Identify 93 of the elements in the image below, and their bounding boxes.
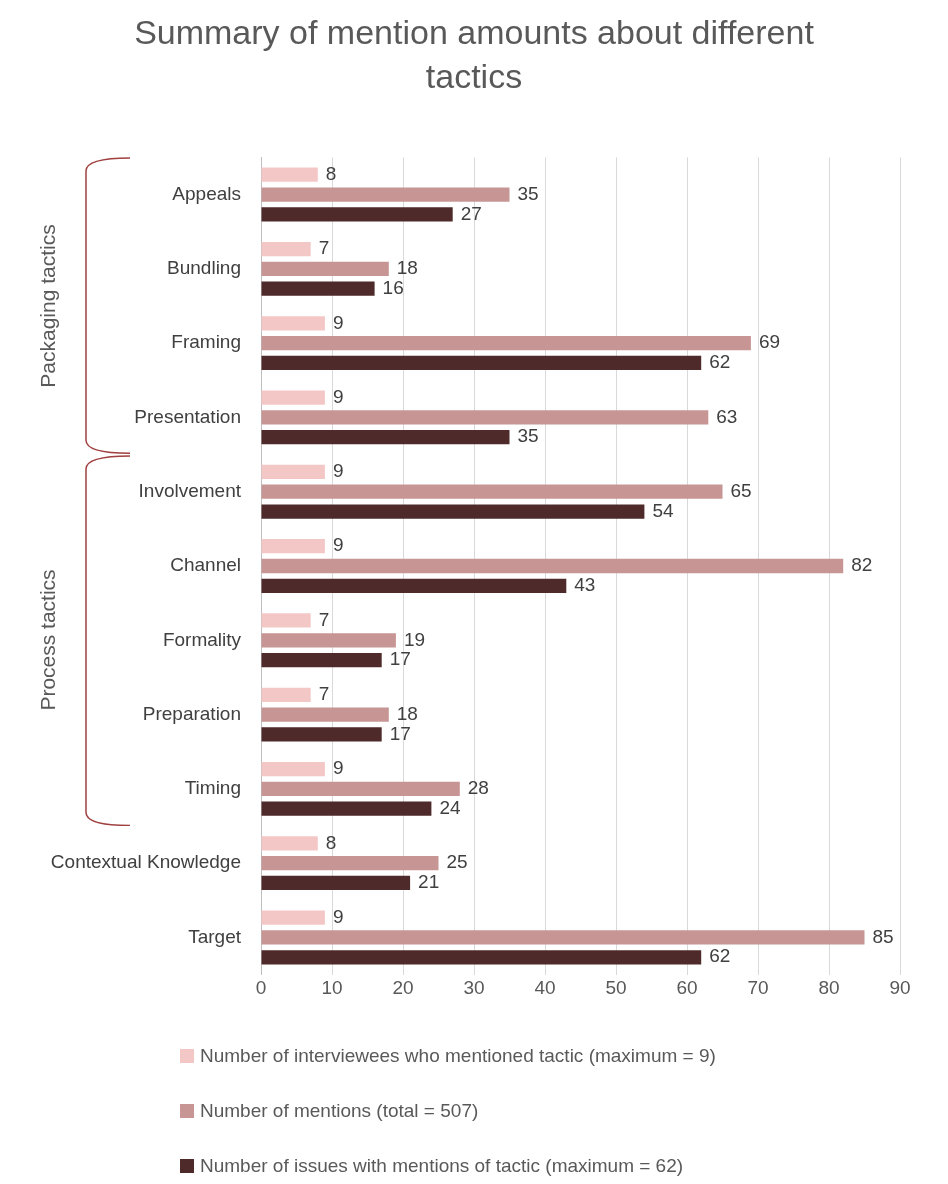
bar: [261, 578, 567, 593]
x-tick-label: 20: [392, 977, 414, 999]
bar: [261, 539, 325, 554]
bar: [261, 950, 702, 965]
data-label: 17: [389, 722, 411, 744]
bar: [261, 558, 844, 574]
bar: [261, 727, 382, 742]
data-label: 82: [851, 554, 873, 576]
bar: [261, 801, 432, 816]
data-label: 62: [709, 945, 731, 967]
data-label: 27: [460, 202, 482, 224]
x-tick-label: 50: [605, 977, 627, 999]
y-tick-label: Preparation: [142, 702, 241, 724]
legend-label: Number of mentions (total = 507): [200, 1099, 479, 1122]
legend-label: Number of interviewees who mentioned tactic (maximum = 9): [200, 1044, 716, 1067]
bar: [261, 316, 325, 331]
data-label: 9: [332, 385, 344, 407]
x-tick-label: 10: [321, 977, 343, 999]
data-label: 35: [517, 182, 539, 204]
y-tick-label: Framing: [171, 331, 241, 353]
bar: [261, 390, 325, 405]
x-tick-label: 40: [534, 977, 556, 999]
x-tick-label: 0: [255, 977, 267, 999]
data-label: 21: [418, 871, 440, 893]
bar: [261, 241, 311, 257]
y-tick-label: Formality: [162, 628, 242, 650]
data-label: 9: [332, 757, 344, 779]
data-label: 8: [325, 162, 337, 184]
data-label: 24: [439, 796, 461, 818]
bar: [261, 430, 510, 445]
data-label: 62: [709, 351, 731, 373]
bar: [261, 187, 510, 202]
bar: [261, 410, 709, 425]
y-tick-label: Channel: [170, 554, 241, 576]
bar: [261, 167, 318, 182]
text: Packaging tactics: [36, 224, 60, 388]
bar: [261, 613, 311, 628]
bar: [261, 207, 453, 222]
data-label: 63: [716, 405, 738, 427]
data-label: 28: [467, 777, 489, 799]
data-label: 43: [574, 574, 596, 596]
data-label: 7: [318, 683, 330, 705]
bar: [261, 930, 865, 945]
data-label: 7: [318, 237, 330, 259]
bar: [261, 910, 325, 925]
data-label: 54: [652, 499, 674, 521]
x-tick-label: 90: [889, 977, 911, 999]
data-label: 69: [758, 331, 781, 353]
y-tick-label: Involvement: [138, 479, 242, 501]
data-label: 19: [403, 628, 426, 650]
data-label: 25: [446, 851, 468, 873]
data-label: 9: [332, 534, 344, 556]
bar: [261, 633, 396, 648]
y-tick-label: Target: [188, 925, 242, 947]
data-label: 9: [332, 905, 344, 927]
data-label: 9: [332, 460, 344, 482]
y-tick-label: Timing: [184, 777, 241, 799]
bar: [261, 687, 311, 702]
bar: [261, 781, 460, 797]
bar: [261, 355, 702, 371]
bar: [261, 336, 751, 351]
bar: [261, 484, 723, 499]
y-tick-label: Appeals: [172, 182, 241, 204]
text: Process tactics: [36, 569, 60, 711]
bar: [261, 504, 645, 519]
data-label: 8: [325, 831, 337, 853]
legend-label: Number of issues with mentions of tactic (maximum = 62): [200, 1154, 684, 1177]
bar: [261, 261, 389, 276]
bar: [261, 281, 375, 296]
y-tick-label: Presentation: [134, 405, 241, 427]
y-tick-label: Bundling: [167, 257, 241, 279]
bar: [261, 761, 325, 777]
bar: [261, 707, 389, 722]
data-label: 18: [396, 257, 418, 279]
y-tick-label: Contextual Knowledge: [50, 851, 241, 873]
bar: [261, 652, 382, 668]
data-label: 16: [382, 276, 404, 298]
data-label: 17: [389, 648, 411, 670]
chart-title: Summary of mention amounts about different tactics: [133, 12, 815, 97]
x-tick-label: 60: [676, 977, 698, 999]
x-tick-label: 30: [463, 977, 485, 999]
bar: [261, 464, 325, 480]
x-tick-label: 70: [747, 977, 769, 999]
bar: [261, 875, 411, 891]
data-label: 18: [396, 702, 418, 724]
bar: [261, 856, 439, 871]
data-label: 9: [332, 311, 344, 333]
bar: [261, 836, 318, 851]
x-tick-label: 80: [818, 977, 840, 999]
data-label: 85: [872, 925, 894, 947]
data-label: 35: [517, 425, 539, 447]
data-label: 7: [318, 608, 330, 630]
data-label: 65: [730, 479, 752, 501]
